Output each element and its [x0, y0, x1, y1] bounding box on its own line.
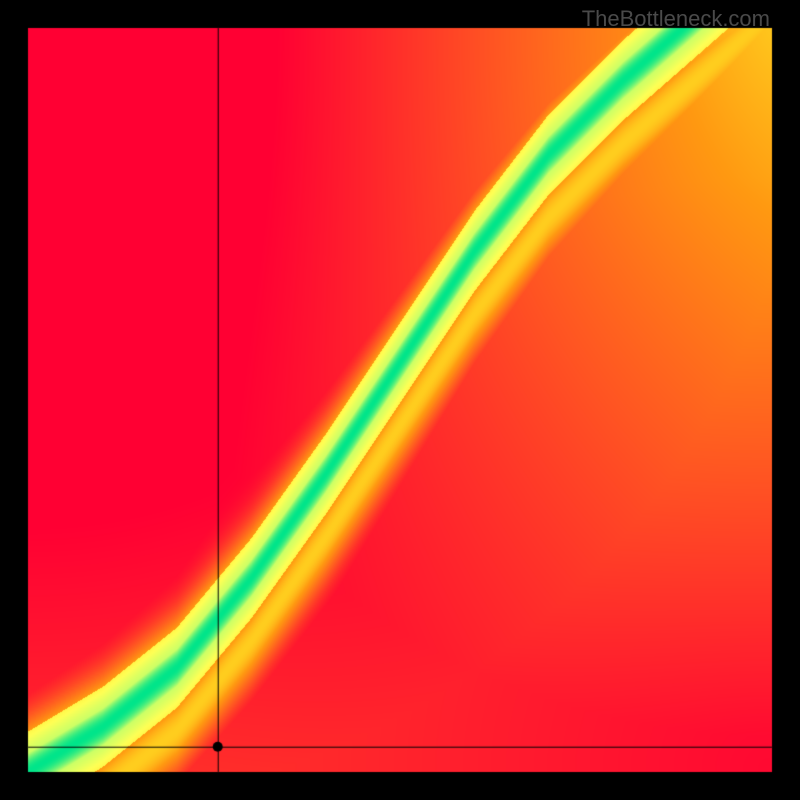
watermark-text: TheBottleneck.com	[582, 6, 770, 32]
overlay-canvas	[0, 0, 800, 800]
chart-container: TheBottleneck.com	[0, 0, 800, 800]
